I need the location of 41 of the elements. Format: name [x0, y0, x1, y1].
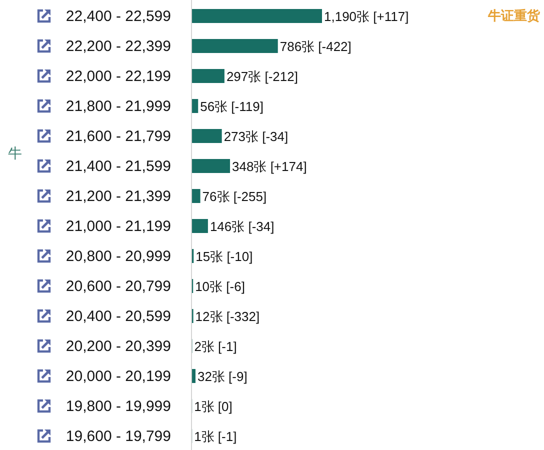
- y-tick-label: 21,600 - 21,799: [66, 128, 171, 145]
- y-tick-label: 20,400 - 20,599: [66, 308, 171, 325]
- data-label: 273张 [-34]: [224, 129, 288, 144]
- y-tick-label: 19,600 - 19,799: [66, 428, 171, 445]
- bar: [192, 99, 198, 113]
- data-label: 146张 [-34]: [210, 219, 274, 234]
- data-label: 56张 [-119]: [200, 99, 264, 114]
- data-label: 10张 [-6]: [195, 279, 245, 294]
- bar: [192, 189, 200, 203]
- y-tick-label: 20,200 - 20,399: [66, 338, 171, 355]
- y-axis-title: 牛: [8, 145, 22, 161]
- text: 牛证重货: [487, 8, 541, 23]
- bar: [192, 9, 322, 23]
- y-tick-label: 21,000 - 21,199: [66, 218, 171, 235]
- y-tick-label: 20,600 - 20,799: [66, 278, 171, 295]
- data-label: 32张 [-9]: [197, 369, 248, 384]
- data-label: 12张 [-332]: [195, 309, 260, 324]
- data-label: 2张 [-1]: [194, 339, 237, 354]
- data-label: 76张 [-255]: [202, 189, 267, 204]
- y-tick-label: 22,200 - 22,399: [66, 38, 171, 55]
- bar: [192, 159, 230, 173]
- bar: [192, 39, 278, 53]
- bar: [192, 369, 196, 383]
- data-label: 1张 [-1]: [194, 429, 237, 444]
- y-tick-label: 20,000 - 20,199: [66, 368, 171, 385]
- y-tick-label: 19,800 - 19,999: [66, 398, 171, 415]
- y-tick-label: 22,400 - 22,599: [66, 8, 171, 25]
- y-tick-label: 22,000 - 22,199: [66, 68, 171, 85]
- bar: [192, 219, 208, 233]
- y-tick-label: 21,200 - 21,399: [66, 188, 171, 205]
- y-tick-label: 21,400 - 21,599: [66, 158, 171, 175]
- data-label: 1张 [0]: [194, 399, 232, 414]
- data-label: 15张 [-10]: [196, 249, 253, 264]
- data-label: 297张 [-212]: [226, 69, 298, 84]
- y-tick-label: 21,800 - 21,999: [66, 98, 171, 115]
- data-label: 1,190张 [+117]: [324, 9, 409, 24]
- data-label: 348张 [+174]: [232, 159, 307, 174]
- bar: [192, 129, 222, 143]
- bar: [192, 69, 224, 83]
- data-label: 786张 [-422]: [280, 39, 352, 54]
- y-tick-label: 20,800 - 20,999: [66, 248, 171, 265]
